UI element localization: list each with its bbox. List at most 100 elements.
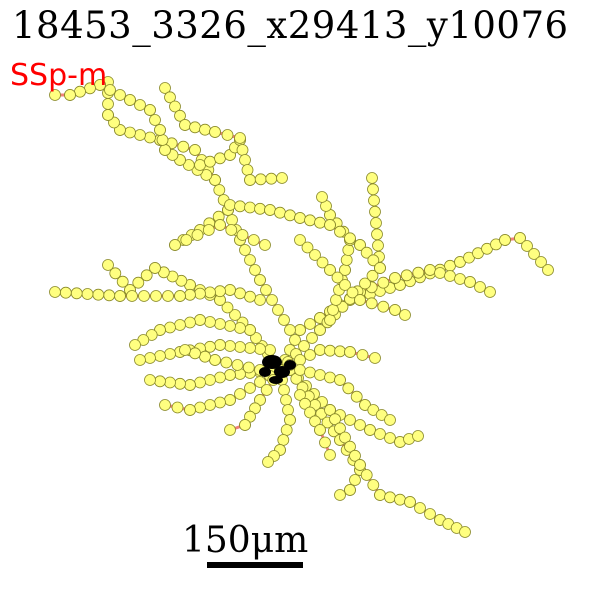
dendrite-node: [331, 271, 344, 284]
dendrite-node: [434, 267, 446, 279]
dendrite-node: [314, 216, 326, 229]
dendrite-node: [126, 290, 138, 302]
dendrite-node: [164, 376, 176, 389]
dendrite-node: [384, 491, 396, 504]
dendrite-node: [244, 201, 256, 214]
dendrite-node: [124, 94, 136, 106]
dendrite-node: [109, 267, 122, 280]
dendrite-node: [272, 304, 284, 316]
dendrite-node: [199, 350, 211, 363]
dendrite-node: [138, 290, 150, 302]
dendrite-node: [301, 241, 314, 254]
dendrite-node: [244, 382, 256, 394]
dendrite-node: [340, 254, 353, 266]
dendrite-node: [334, 489, 346, 501]
dendrite-node: [354, 419, 366, 431]
dendrite-node: [334, 345, 346, 358]
dendrite-node: [369, 352, 381, 364]
dendrite-node: [247, 234, 260, 246]
dendrite-node: [154, 124, 166, 136]
dendrite-node: [162, 290, 174, 302]
dendrite-node: [189, 347, 201, 360]
dendrite-node: [114, 290, 126, 302]
dendrite-node: [356, 349, 369, 361]
dendrite-node: [444, 259, 456, 272]
dendrite-node: [221, 301, 234, 314]
dendrite-node: [144, 131, 156, 144]
dendrite-node: [360, 246, 373, 259]
dendrite-node: [276, 172, 288, 184]
dendrite-node: [116, 275, 129, 288]
dendrite-node: [174, 377, 186, 390]
dendrite-node: [236, 144, 249, 156]
dendrite-node: [244, 174, 256, 186]
dendrite-node: [234, 322, 246, 334]
dendrite-node: [349, 449, 361, 462]
dendrite-node: [339, 279, 351, 291]
dendrite-node: [224, 284, 236, 296]
dendrite-node: [224, 340, 236, 352]
dendrite-node: [346, 286, 359, 299]
dendrite-node: [319, 436, 331, 449]
dendrite-node: [484, 286, 496, 298]
dendrite-node: [194, 376, 206, 389]
dendrite-node: [92, 288, 105, 301]
dendrite-node: [316, 191, 328, 203]
dendrite-node: [241, 164, 254, 176]
dendrite-node: [134, 99, 146, 111]
dendrite-node: [64, 89, 76, 101]
soma-blob: [259, 367, 271, 377]
dendrite-node: [254, 202, 266, 215]
dendrite-node: [174, 290, 186, 302]
dendrite-node: [384, 432, 396, 444]
dendrite-node: [209, 354, 221, 366]
dendrite-node: [244, 290, 256, 303]
dendrite-node: [284, 414, 296, 426]
dendrite-node: [394, 493, 406, 506]
dendrite-node: [254, 173, 267, 186]
dendrite-node: [366, 172, 378, 184]
dendrite-node: [254, 343, 266, 355]
scale-bar-label: 150μm: [182, 520, 309, 561]
dendrite-node: [234, 132, 246, 144]
dendrite-node: [102, 259, 114, 271]
dendrite-node: [528, 248, 540, 260]
dendrite-node: [304, 214, 316, 227]
dendrite-node: [314, 344, 326, 356]
dendrite-node: [284, 209, 296, 222]
dendrite-node: [368, 194, 380, 207]
dendrite-node: [400, 269, 413, 282]
dendrite-node: [154, 350, 166, 362]
dendrite-node: [159, 82, 171, 94]
dendrite-node: [129, 339, 141, 351]
dendrite-node: [277, 434, 290, 446]
dendrite-node: [200, 169, 213, 181]
dendrite-node: [444, 270, 456, 282]
dendrite-node: [180, 234, 193, 246]
dendrite-node: [404, 496, 416, 508]
dendrite-node: [374, 428, 386, 440]
dendrite-node: [474, 281, 486, 293]
dendrite-node: [140, 269, 153, 282]
dendrite-node: [204, 316, 216, 328]
dendrite-node: [367, 254, 380, 267]
dendrite-node: [169, 100, 181, 113]
dendrite-node: [294, 324, 306, 336]
dendrite-node: [414, 502, 426, 514]
dendrite-node: [236, 229, 249, 241]
dendrite-node: [169, 239, 181, 251]
dendrite-node: [262, 456, 274, 468]
dendrite-node: [194, 401, 206, 414]
dendrite-node: [364, 424, 376, 436]
dendrite-node: [204, 155, 216, 168]
dendrite-node: [124, 126, 136, 139]
dendrite-node: [184, 379, 196, 391]
soma-blob: [262, 355, 282, 369]
dendrite-node: [265, 172, 278, 185]
dendrite-node: [280, 424, 293, 436]
dendrite-node: [366, 269, 379, 282]
dendrite-node: [229, 309, 241, 321]
dendrite-node: [156, 134, 169, 146]
dendrite-node: [260, 384, 273, 396]
dendrite-node: [344, 232, 356, 245]
